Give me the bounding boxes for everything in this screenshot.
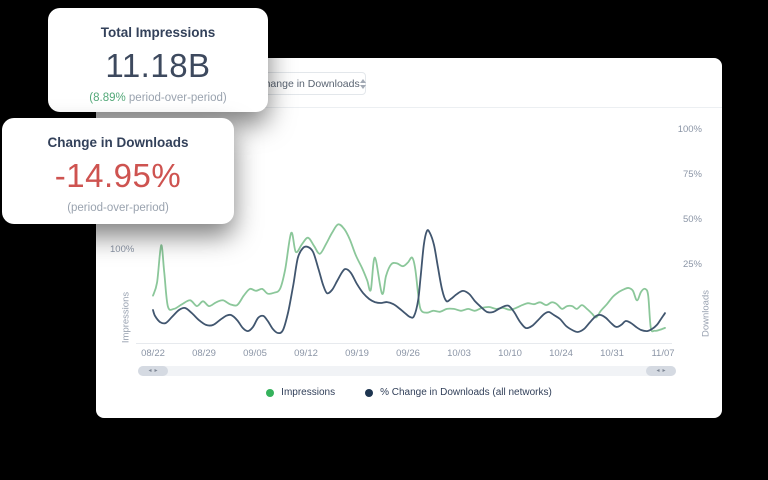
x-tick-label: 10/03	[447, 348, 471, 359]
period-change-suffix: period-over-period)	[125, 92, 227, 104]
right-axis-tick-label: 25%	[682, 259, 702, 270]
chart-scrollbar[interactable]: ◂ ▸ ◂ ▸	[138, 366, 676, 376]
legend-dot-icon	[365, 388, 374, 397]
x-tick-label: 08/29	[192, 348, 216, 359]
x-axis-line	[136, 343, 672, 344]
chart-legend: Impressions % Change in Downloads (all ne…	[96, 387, 722, 398]
card-title: Change in Downloads	[47, 135, 189, 150]
total-impressions-card: Total Impressions 11.18B (8.89% period-o…	[48, 8, 268, 112]
x-tick-label: 10/10	[498, 348, 522, 359]
right-axis-tick-label: 100%	[677, 124, 702, 135]
legend-dot-icon	[266, 388, 275, 397]
legend-item-impressions[interactable]: Impressions	[266, 387, 335, 398]
metric-dropdown-value: Change in Downloads	[257, 77, 360, 90]
legend-label: % Change in Downloads (all networks)	[380, 387, 552, 398]
right-axis-tick-label: 75%	[682, 169, 702, 180]
legend-label: Impressions	[281, 387, 336, 398]
x-tick-label: 09/12	[294, 348, 318, 359]
card-footnote: (8.89% period-over-period)	[48, 92, 268, 104]
metric-dropdown[interactable]: Change in Downloads	[248, 72, 366, 95]
x-tick-label: 09/05	[243, 348, 267, 359]
scrollbar-right-handle[interactable]: ◂ ▸	[646, 366, 676, 376]
x-tick-label: 08/22	[141, 348, 165, 359]
change-in-downloads-value: -14.95%	[54, 157, 182, 194]
select-caret-icon	[359, 78, 366, 89]
period-change-positive: (8.89%	[89, 92, 126, 104]
scroll-left-icon: ◂	[148, 368, 152, 374]
scroll-right-icon: ▸	[662, 368, 666, 374]
card-footnote: (period-over-period)	[67, 202, 169, 214]
scroll-right-icon: ▸	[154, 368, 158, 374]
left-axis-tick-100: 100%	[110, 244, 135, 255]
change-in-downloads-card: Change in Downloads -14.95% (period-over…	[2, 118, 234, 224]
scrollbar-left-handle[interactable]: ◂ ▸	[138, 366, 168, 376]
x-tick-label: 09/26	[396, 348, 420, 359]
line-chart	[152, 223, 666, 335]
left-axis-title: Impressions	[120, 291, 132, 344]
right-axis-title: Downloads	[700, 290, 712, 337]
x-tick-label: 11/07	[651, 348, 675, 359]
right-axis-tick-label: 50%	[682, 214, 702, 225]
x-tick-label: 09/19	[345, 348, 369, 359]
scroll-left-icon: ◂	[656, 368, 660, 374]
downloads-line	[152, 229, 666, 335]
card-title: Total Impressions	[100, 25, 216, 40]
x-tick-label: 10/31	[600, 348, 624, 359]
legend-item-downloads[interactable]: % Change in Downloads (all networks)	[365, 387, 552, 398]
chart-panel: Change in Downloads 100% Impressions 100…	[96, 58, 722, 418]
total-impressions-value: 11.18B	[105, 47, 211, 84]
header-divider	[96, 107, 722, 108]
x-tick-label: 10/24	[549, 348, 573, 359]
